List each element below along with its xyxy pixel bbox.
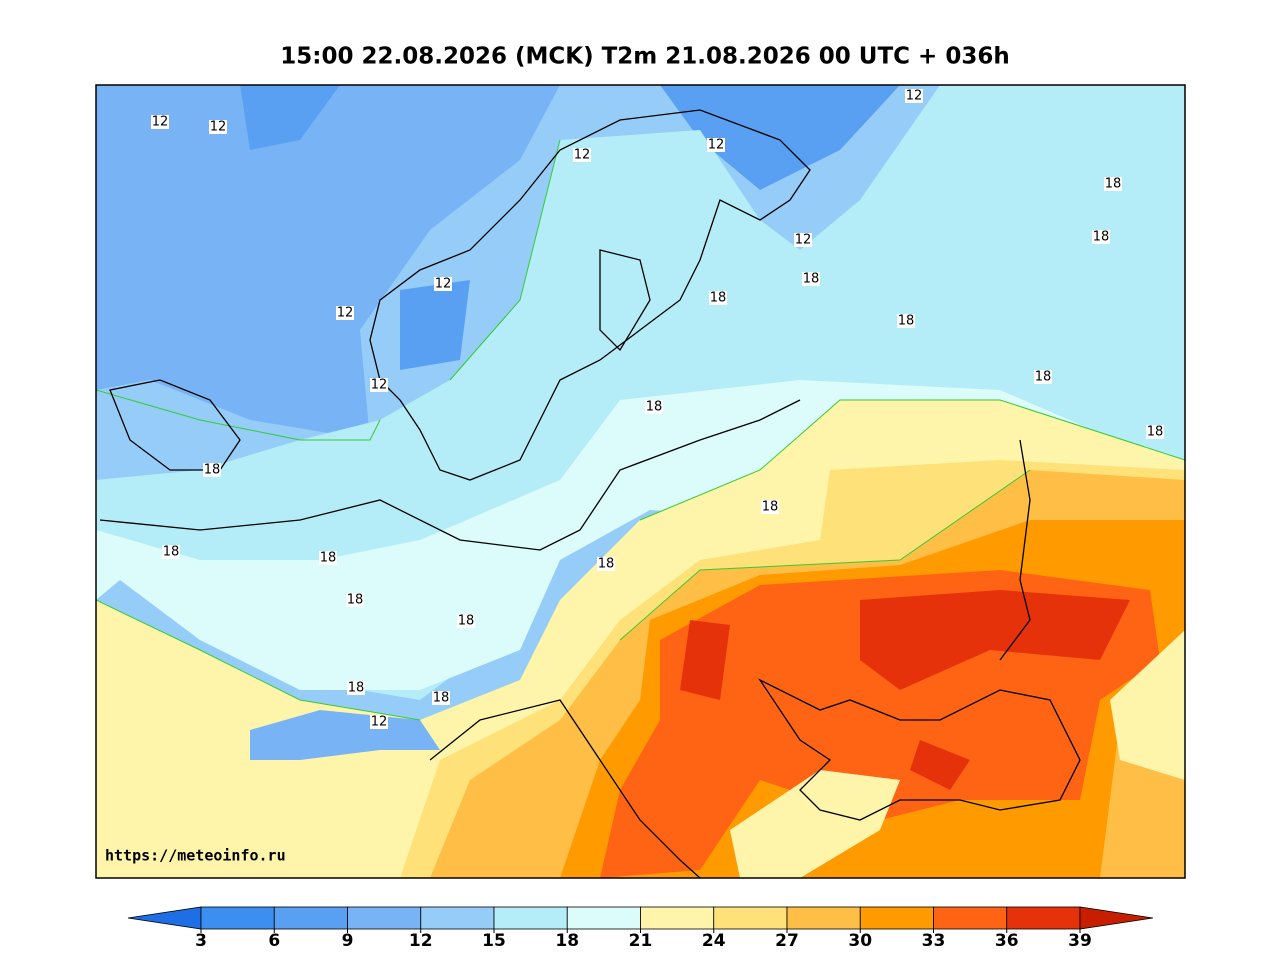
colorbar-tick-label: 39: [1068, 931, 1092, 951]
contour-label-bg: [645, 400, 663, 414]
contour-label-bg: [457, 614, 475, 628]
colorbar-segment: [1006, 906, 1081, 930]
colorbar-tick-label: 33: [922, 931, 946, 951]
contour-label-bg: [1104, 177, 1122, 191]
colorbar-segment: [933, 906, 1008, 930]
contour-label-bg: [434, 277, 452, 291]
contour-label: 12: [152, 115, 169, 130]
contour-labels: 12 12 12 12 12 12 12 12 12 18 18 18 18 18 18 18 18 18 18 18…: [151, 89, 1164, 730]
contour-label: 12: [371, 715, 388, 730]
colorbar-tick-label: 21: [629, 931, 653, 951]
contour-label-bg: [709, 291, 727, 305]
contour-label: 18: [433, 691, 450, 706]
isotherm: [96, 139, 1185, 721]
contour-label-bg: [707, 138, 725, 152]
contour-label: 18: [347, 593, 364, 608]
contour-label: 12: [574, 148, 591, 163]
colorbar-tick-label: 3: [195, 931, 207, 951]
colorbar-tick-label: 12: [409, 931, 433, 951]
colorbar-tick-label: 15: [482, 931, 506, 951]
contour-label: 12: [708, 138, 725, 153]
contour-label: 12: [371, 378, 388, 393]
contour-label-bg: [897, 314, 915, 328]
contour-label-bg: [597, 557, 615, 571]
contour-label-bg: [203, 463, 221, 477]
contour-label-bg: [370, 715, 388, 729]
cool-region: [96, 85, 1185, 700]
contour-label-bg: [370, 378, 388, 392]
contour-label-bg: [905, 89, 923, 103]
contour-label: 18: [1035, 370, 1052, 385]
contour-label-bg: [1146, 425, 1164, 439]
colorbar: 3 6 9 12 15 18 21 24 27 30 33 36 39: [127, 906, 1154, 951]
colorbar-tick-label: 36: [995, 931, 1019, 951]
contour-label: 18: [1105, 177, 1122, 192]
contour-label: 18: [710, 291, 727, 306]
colorbar-tick-label: 9: [342, 931, 354, 951]
contour-label: 18: [1093, 230, 1110, 245]
contour-label-bg: [802, 272, 820, 286]
contour-label: 18: [898, 314, 915, 329]
colorbar-segment: [859, 906, 934, 930]
colorbar-segment: [200, 906, 275, 930]
contour-label-bg: [151, 115, 169, 129]
contour-label: 18: [204, 463, 221, 478]
contour-label: 18: [458, 614, 475, 629]
coastline: [99, 249, 801, 551]
contour-label: 12: [337, 306, 354, 321]
colorbar-extend-high: [1079, 906, 1154, 930]
contour-label: 18: [1147, 425, 1164, 440]
contour-label-bg: [573, 148, 591, 162]
source-url: https://meteoinfo.ru: [105, 847, 286, 865]
coastline: [369, 109, 811, 481]
colorbar-segment: [273, 906, 348, 930]
contour-label-bg: [162, 545, 180, 559]
colorbar-segment: [713, 906, 788, 930]
colorbar-segment: [566, 906, 641, 930]
contour-label-bg: [1034, 370, 1052, 384]
colorbar-segment: [640, 906, 715, 930]
contour-label: 12: [210, 120, 227, 135]
contour-label: 18: [163, 545, 180, 560]
colorbar-tick-label: 30: [848, 931, 872, 951]
colorbar-tick-label: 18: [555, 931, 579, 951]
hottest-region: [680, 590, 1130, 790]
contour-label-bg: [1092, 230, 1110, 244]
contour-label-bg: [761, 500, 779, 514]
contour-label: 18: [803, 272, 820, 287]
colorbar-segment: [347, 906, 422, 930]
colorbar-extend-low: [127, 906, 202, 930]
contour-label: 18: [646, 400, 663, 415]
contour-label-bg: [346, 593, 364, 607]
map-frame: [95, 84, 1186, 879]
contour-label: 12: [906, 89, 923, 104]
contour-label-bg: [336, 306, 354, 320]
contour-label: 18: [762, 500, 779, 515]
contour-label: 18: [598, 557, 615, 572]
contour-label: 12: [795, 233, 812, 248]
colorbar-segment: [420, 906, 495, 930]
coastline: [429, 439, 1081, 878]
contour-label-bg: [432, 691, 450, 705]
map: 12 12 12 12 12 12 12 12 12 18 18 18 18 18 18 18 18 18 18 18…: [96, 85, 1185, 878]
colorbar-segment: [493, 906, 568, 930]
title: 15:00 22.08.2026 (MCK) T2m 21.08.2026 00…: [280, 44, 1009, 70]
colorbar-tick-label: 6: [268, 931, 280, 951]
colorbar-segment: [786, 906, 861, 930]
contour-label-bg: [347, 681, 365, 695]
colorbar-tick-label: 27: [775, 931, 799, 951]
contour-label: 18: [348, 681, 365, 696]
cold-region: [96, 85, 560, 440]
contour-label: 12: [435, 277, 452, 292]
alps-region: [250, 710, 440, 760]
contour-label: 18: [320, 551, 337, 566]
contour-label-bg: [209, 120, 227, 134]
contour-label-bg: [319, 551, 337, 565]
contour-label-bg: [794, 233, 812, 247]
colorbar-tick-label: 24: [702, 931, 726, 951]
coldest-region: [240, 85, 900, 370]
